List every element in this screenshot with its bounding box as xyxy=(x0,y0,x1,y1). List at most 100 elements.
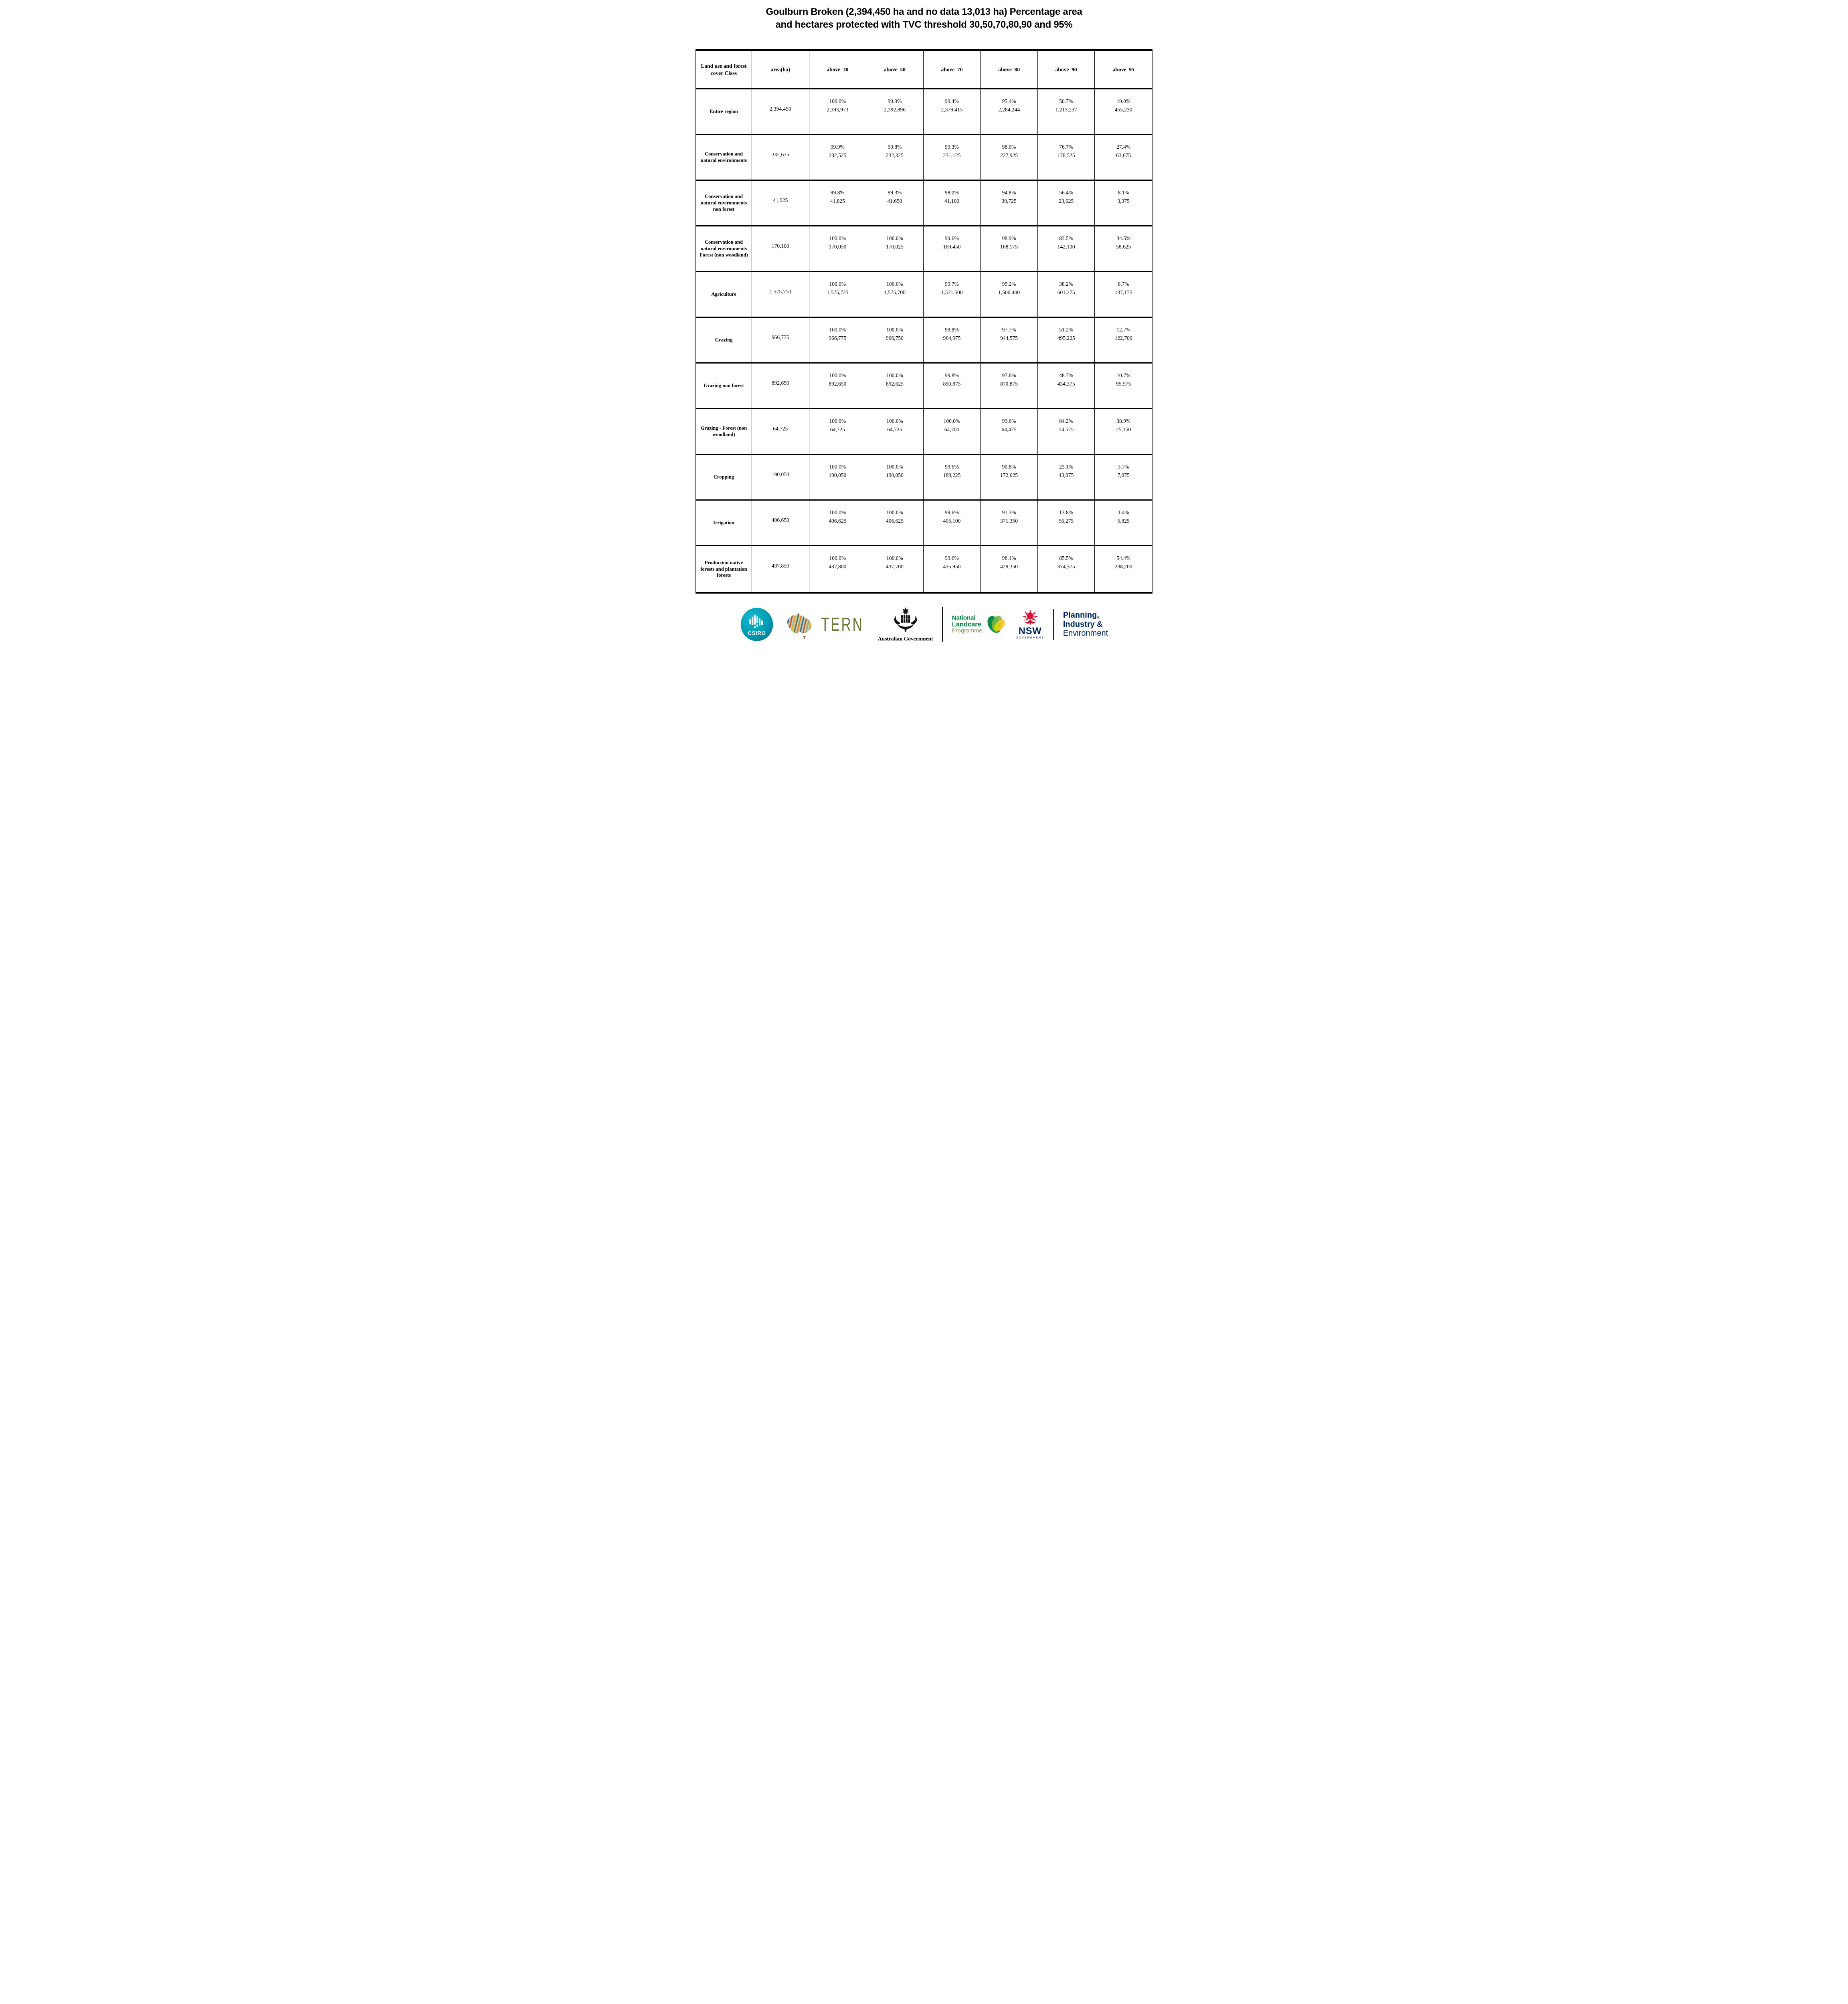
cell-above-90: 76.7% 178,525 xyxy=(1037,135,1095,181)
area-value: 190,050 xyxy=(752,455,809,501)
percent-value: 12.7% xyxy=(1116,327,1131,333)
hectares-value: 64,725 xyxy=(887,426,902,433)
hectares-value: 892,650 xyxy=(829,381,847,387)
hectares-value: 170,050 xyxy=(829,244,847,250)
hectares-value: 890,875 xyxy=(943,381,961,387)
cell-above-80: 99.6% 64,475 xyxy=(981,409,1038,455)
cell-above-80: 98.0% 227,925 xyxy=(981,135,1038,181)
hectares-value: 434,375 xyxy=(1057,381,1075,387)
hectares-value: 56,275 xyxy=(1059,518,1074,524)
column-header-above-30: above_30 xyxy=(809,51,867,90)
report-page: Goulburn Broken (2,394,450 ha and no dat… xyxy=(693,0,1155,650)
cell-above-70: 99.6% 189,225 xyxy=(923,455,981,501)
cell-above-90: 23.1% 43,975 xyxy=(1037,455,1095,501)
percent-value: 90.8% xyxy=(1002,464,1016,470)
column-header-class: Land use and forest cover Class xyxy=(696,51,752,90)
area-value: 2,394,450 xyxy=(752,89,809,135)
hectares-value: 966,775 xyxy=(829,335,847,341)
area-value: 232,675 xyxy=(752,135,809,181)
hectares-value: 41,100 xyxy=(944,198,960,204)
row-label: Entire region xyxy=(696,89,752,135)
hectares-value: 64,700 xyxy=(944,426,960,433)
cell-above-50: 100.0% 170,025 xyxy=(866,226,924,273)
percent-value: 98.0% xyxy=(1002,144,1016,150)
hectares-value: 95,575 xyxy=(1116,381,1131,387)
percent-value: 100.0% xyxy=(829,98,846,105)
cell-above-30: 100.0% 966,775 xyxy=(809,318,867,364)
cell-above-80: 91.3% 371,350 xyxy=(981,501,1038,547)
cell-above-70: 98.0% 41,100 xyxy=(923,181,981,227)
hectares-value: 122,700 xyxy=(1114,335,1132,341)
percent-value: 99.6% xyxy=(945,509,959,516)
hectares-value: 170,025 xyxy=(886,244,904,250)
percent-value: 94.8% xyxy=(1002,190,1016,196)
cell-above-30: 100.0% 190,050 xyxy=(809,455,867,501)
cell-above-70: 99.6% 435,950 xyxy=(924,546,981,592)
percent-value: 19.0% xyxy=(1116,98,1131,105)
cell-above-30: 100.0% 892,650 xyxy=(809,364,867,410)
cell-above-95: 8.1% 3,375 xyxy=(1095,181,1152,227)
hectares-value: 238,200 xyxy=(1114,564,1132,570)
hectares-value: 3,375 xyxy=(1117,198,1130,204)
percent-value: 100.0% xyxy=(886,235,903,242)
hectares-value: 64,475 xyxy=(1001,426,1017,433)
nsw-government-logo: NSW GOVERNMENT xyxy=(1016,609,1044,640)
hectares-value: 870,875 xyxy=(1000,381,1018,387)
tern-australia-icon xyxy=(787,613,812,640)
percent-value: 99.8% xyxy=(888,144,902,150)
cell-above-80: 97.7% 944,575 xyxy=(981,318,1038,364)
hectares-value: 1,213,237 xyxy=(1055,107,1077,113)
tern-logo: TERN xyxy=(782,608,869,641)
percent-value: 98.1% xyxy=(1002,555,1016,562)
row-label: Conservation and natural environments no… xyxy=(696,181,752,227)
cell-above-70: 99.6% 405,100 xyxy=(923,501,981,547)
hectares-value: 39,725 xyxy=(1001,198,1017,204)
percent-value: 100.0% xyxy=(829,372,846,379)
hectares-value: 601,275 xyxy=(1057,289,1075,296)
cell-above-30: 99.8% 41,825 xyxy=(809,181,867,227)
cell-above-80: 94.8% 39,725 xyxy=(981,181,1038,227)
percent-value: 76.7% xyxy=(1059,144,1074,150)
hectares-value: 2,284,244 xyxy=(998,107,1020,113)
hectares-value: 2,392,896 xyxy=(884,107,906,113)
percent-value: 50.7% xyxy=(1059,98,1074,105)
hectares-value: 406,625 xyxy=(886,518,904,524)
cell-above-95: 12.7% 122,700 xyxy=(1095,318,1152,364)
hectares-value: 495,225 xyxy=(1057,335,1075,341)
percent-value: 98.9% xyxy=(1002,235,1016,242)
percent-value: 95.2% xyxy=(1002,281,1016,287)
cell-above-30: 100.0% 170,050 xyxy=(809,226,867,273)
percent-value: 99.8% xyxy=(830,190,845,196)
hectares-value: 189,225 xyxy=(943,472,961,479)
hectares-value: 371,350 xyxy=(1000,518,1018,524)
area-value: 170,100 xyxy=(752,226,809,273)
hectares-value: 1,571,500 xyxy=(941,289,963,296)
hectares-value: 7,075 xyxy=(1117,472,1130,479)
tern-label: TERN xyxy=(821,614,864,635)
cell-above-95: 19.0% 455,230 xyxy=(1095,89,1152,135)
hectares-value: 168,175 xyxy=(1000,244,1018,250)
percent-value: 100.0% xyxy=(829,281,846,287)
cell-above-70: 99.3% 231,125 xyxy=(923,135,981,181)
percent-value: 100.0% xyxy=(829,509,846,516)
hectares-value: 429,350 xyxy=(1000,564,1018,570)
percent-value: 3.7% xyxy=(1118,464,1129,470)
percent-value: 83.5% xyxy=(1059,235,1074,242)
percent-value: 100.0% xyxy=(886,464,903,470)
logo-divider xyxy=(942,607,943,642)
cell-above-80: 95.4% 2,284,244 xyxy=(981,89,1038,135)
row-label: Agriculture xyxy=(696,272,752,318)
percent-value: 91.3% xyxy=(1002,509,1016,516)
percent-value: 56.4% xyxy=(1059,190,1074,196)
hectares-value: 58,625 xyxy=(1116,244,1131,250)
hectares-value: 41,650 xyxy=(887,198,902,204)
percent-value: 99.6% xyxy=(945,235,959,242)
area-value: 892,650 xyxy=(752,364,809,410)
hectares-value: 964,975 xyxy=(943,335,961,341)
hectares-value: 54,525 xyxy=(1059,426,1074,433)
cell-above-30: 100.0% 2,393,973 xyxy=(809,89,867,135)
hectares-value: 1,575,700 xyxy=(884,289,906,296)
row-label: Grazing - Forest (non woodland) xyxy=(696,409,752,455)
area-value: 406,650 xyxy=(752,501,809,547)
cell-above-30: 100.0% 1,575,725 xyxy=(809,272,867,318)
